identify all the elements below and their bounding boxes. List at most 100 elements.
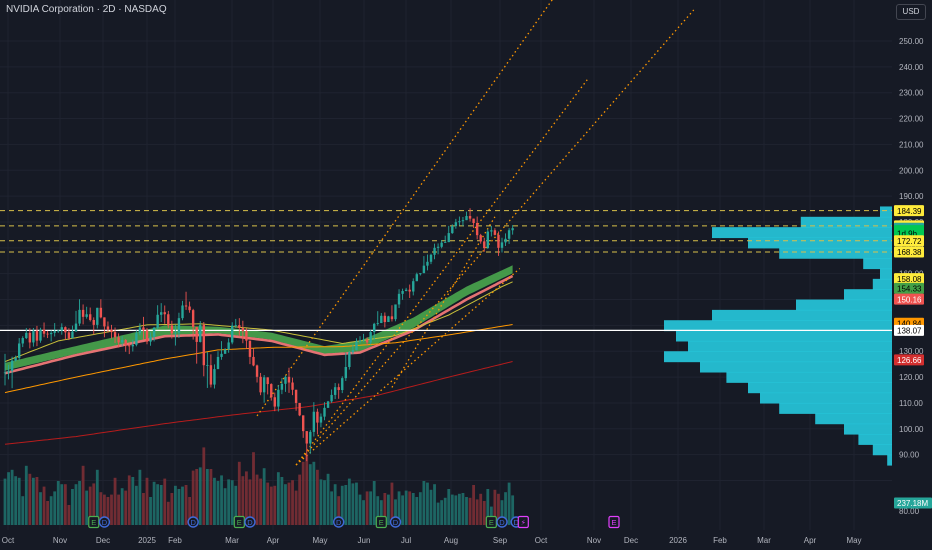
volume-bar: [326, 473, 330, 525]
volume-profile-bin: [844, 289, 892, 301]
candle-body: [461, 220, 465, 222]
x-tick-label: Aug: [444, 536, 458, 545]
price-label-background: [894, 273, 924, 285]
volume-bar: [266, 482, 270, 525]
volume-bar: [39, 492, 42, 525]
candle-body: [262, 377, 266, 393]
volume-bar: [234, 485, 238, 525]
candle-body: [358, 340, 362, 342]
volume-bar: [486, 489, 490, 525]
volume-bar: [170, 493, 174, 525]
candle-body: [49, 332, 53, 335]
candle-body: [209, 365, 213, 385]
candle-body: [67, 332, 71, 339]
y-tick-label: 100.00: [899, 425, 924, 434]
candle-body: [270, 384, 273, 398]
dividend-marker[interactable]: D: [496, 516, 508, 528]
candle-body: [277, 389, 280, 407]
volume-bar: [333, 484, 337, 525]
dividend-marker[interactable]: D: [187, 516, 199, 528]
price-label: 172.72: [894, 235, 924, 247]
currency-button[interactable]: USD: [896, 4, 926, 20]
volume-profile-bin: [688, 340, 892, 352]
volume-profile-bin: [844, 423, 892, 435]
price-labels: 184.39178.47177.58176.671d 9h172.72168.3…: [894, 205, 932, 509]
volume-bar: [159, 485, 163, 525]
marker-label: D: [102, 518, 108, 527]
earnings-marker[interactable]: E: [485, 515, 497, 529]
price-label-text: 172.72: [897, 237, 922, 246]
candle-body: [124, 340, 127, 346]
volume-bar: [298, 474, 302, 525]
candle-body: [156, 314, 159, 328]
candle-body: [429, 254, 433, 262]
x-tick-label: Apr: [267, 536, 280, 545]
dividend-marker[interactable]: D: [98, 516, 111, 528]
volume-bar: [145, 477, 149, 525]
price-label: 184.39: [894, 205, 924, 217]
volume-bar: [60, 484, 64, 525]
earnings-marker[interactable]: E: [88, 515, 100, 529]
earnings-marker[interactable]: E: [375, 515, 387, 529]
candle-body: [149, 336, 152, 342]
candle-body: [120, 340, 124, 343]
volume-profile-bin: [872, 278, 892, 290]
volume-bar: [415, 497, 419, 525]
candle-body: [312, 411, 316, 432]
volume-bar: [429, 489, 433, 525]
dividend-marker[interactable]: D: [389, 516, 402, 528]
volume-bar: [404, 490, 408, 525]
candle-body: [341, 378, 344, 391]
candle-body: [103, 317, 106, 327]
candle-body: [32, 330, 35, 343]
volume-profile-bin: [712, 309, 892, 321]
trendline: [256, 0, 553, 417]
candle-body: [202, 324, 205, 366]
x-tick-label: Oct: [535, 536, 548, 545]
y-tick-label: 200.00: [899, 166, 924, 175]
dividend-marker[interactable]: D: [333, 516, 345, 528]
x-tick-label: Mar: [225, 536, 239, 545]
candle-body: [227, 342, 230, 350]
volume-profile-bin: [760, 392, 892, 404]
candle-body: [394, 304, 397, 320]
volume-bar: [447, 489, 451, 525]
earnings-marker[interactable]: E: [608, 515, 620, 529]
volume-bar: [493, 489, 497, 525]
volume-bar: [223, 488, 227, 525]
volume-bar: [426, 482, 429, 525]
candle-body: [419, 273, 422, 275]
candle-body: [497, 234, 500, 248]
candle-body: [81, 309, 85, 317]
volume-profile-bin: [712, 227, 892, 239]
candle-body: [60, 327, 63, 331]
volume-bar: [489, 506, 493, 525]
volume-bar: [174, 485, 177, 525]
y-tick-label: 210.00: [899, 140, 924, 149]
dividend-marker[interactable]: D: [244, 516, 256, 528]
volume-bar: [390, 482, 394, 525]
volume-bar: [152, 481, 156, 525]
volume-bar: [397, 491, 401, 525]
candle-body: [316, 411, 319, 423]
volume-bar: [49, 496, 53, 525]
marker-box: [608, 515, 620, 529]
event-marker[interactable]: ⚡: [517, 515, 529, 529]
volume-bar: [7, 472, 10, 525]
volume-bar: [372, 481, 376, 525]
candle-body: [188, 306, 191, 311]
candle-body: [401, 290, 404, 294]
dividend-circle: [187, 516, 199, 528]
volume-bar: [284, 484, 287, 525]
x-tick-label: 2026: [669, 536, 687, 545]
volume-bar: [482, 501, 486, 525]
earnings-marker[interactable]: E: [233, 515, 245, 529]
marker-label: D: [336, 518, 342, 527]
candle-body: [255, 365, 259, 377]
volume-bar: [138, 469, 142, 525]
candle-body: [351, 350, 355, 353]
candle-body: [319, 416, 323, 423]
x-tick-label: 2025: [138, 536, 156, 545]
volume-bar: [245, 471, 248, 525]
